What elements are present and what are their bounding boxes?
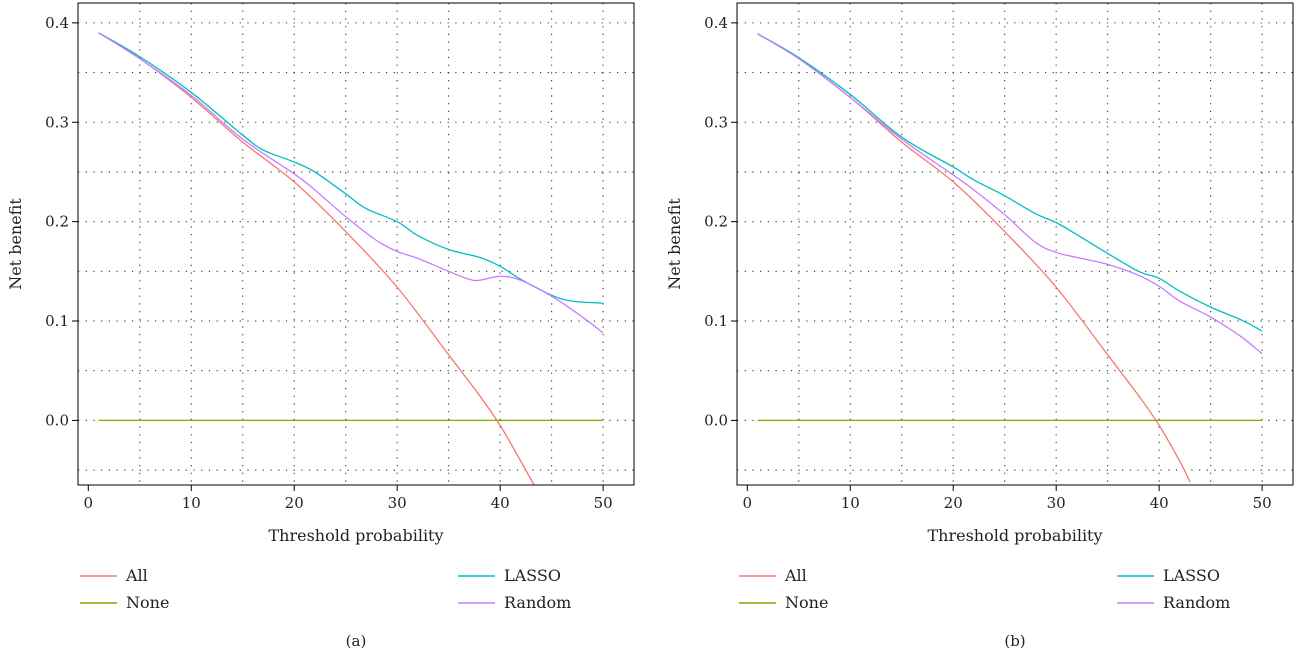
x-tick-label: 0 [84,494,94,512]
panel-caption: (a) [346,632,367,650]
legend: All None LASSO Random [739,566,1230,612]
x-tick-label: 20 [944,494,963,512]
x-tick-label: 40 [1150,494,1169,512]
legend-label-none: None [126,593,169,612]
x-tick-label: 0 [743,494,753,512]
y-tick-label: 0.1 [704,312,728,330]
x-tick-label: 50 [594,494,613,512]
y-tick-label: 0.3 [45,113,69,131]
x-tick-label: 30 [1047,494,1066,512]
legend-label-lasso: LASSO [1163,566,1220,585]
series-line-all [98,32,535,486]
grid [78,3,634,485]
y-tick-label: 0.2 [704,213,728,231]
y-tick-label: 0.3 [704,113,728,131]
x-axis-label: Threshold probability [268,526,443,545]
series-line-random [98,32,604,334]
legend-label-random: Random [504,593,571,612]
x-tick-label: 50 [1253,494,1272,512]
y-tick-label: 0.0 [704,411,728,429]
x-tick-label: 10 [841,494,860,512]
y-tick-label: 0.4 [45,14,69,32]
plot-frame [736,2,1294,486]
x-tick-label: 20 [285,494,304,512]
series-line-lasso [757,33,1263,332]
y-tick-label: 0.0 [45,411,69,429]
legend-label-random: Random [1163,593,1230,612]
x-axis-label: Threshold probability [927,526,1102,545]
x-tick-label: 40 [491,494,510,512]
series-line-all [757,33,1191,483]
chart-panel-a: 0 10 20 30 40 50 0.0 0.1 0.2 0.3 0.4 Threshold prob… [6,2,635,650]
legend-label-all: All [784,566,807,585]
y-axis-label: Net benefit [6,198,25,290]
y-axis-label: Net benefit [665,198,684,290]
grid [737,3,1293,485]
series-line-random [757,33,1263,355]
series-line-lasso [98,32,604,304]
y-tick-label: 0.4 [704,14,728,32]
legend-label-all: All [125,566,148,585]
legend: All None LASSO Random [80,566,571,612]
plot-frame [77,2,635,486]
panel-caption: (b) [1004,632,1025,650]
legend-label-lasso: LASSO [504,566,561,585]
legend-label-none: None [785,593,828,612]
x-tick-label: 30 [388,494,407,512]
y-tick-label: 0.1 [45,312,69,330]
chart-panel-b: 0 10 20 30 40 50 0.0 0.1 0.2 0.3 0.4 Threshold prob… [665,2,1294,650]
y-tick-label: 0.2 [45,213,69,231]
x-tick-label: 10 [182,494,201,512]
